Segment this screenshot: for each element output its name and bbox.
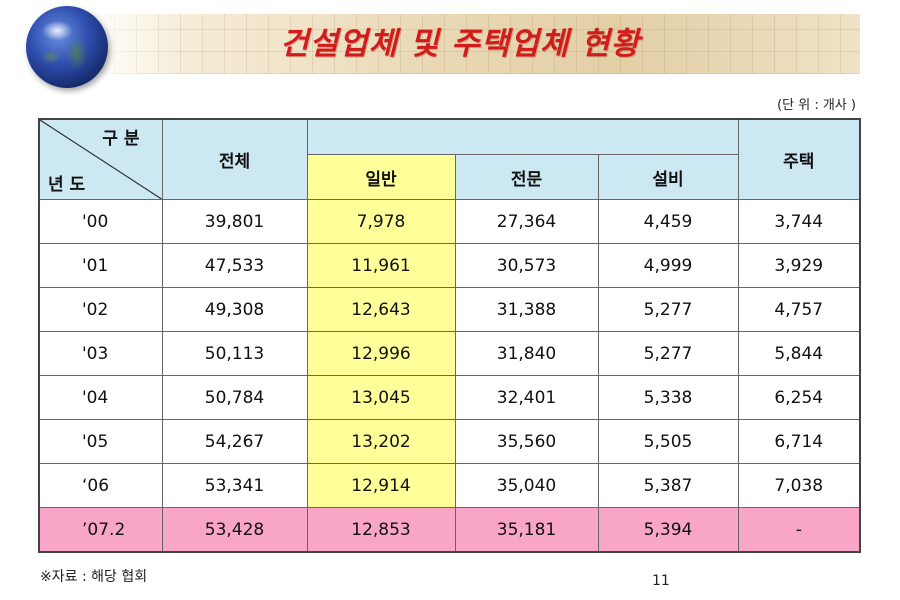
housing-cell: 3,744 <box>737 199 861 244</box>
total-cell: 50,784 <box>161 375 308 420</box>
statistics-table: 구 분 년 도 전체 주택 일반 전문 설비 '00 39,801 7,978 … <box>38 118 862 553</box>
corner-header-cell: 구 분 년 도 <box>38 118 163 200</box>
facility-cell: 4,999 <box>597 243 739 288</box>
total-cell: 39,801 <box>161 199 308 244</box>
housing-cell: 3,929 <box>737 243 861 288</box>
page-number: 11 <box>652 573 670 589</box>
header-specialty: 전문 <box>454 154 599 200</box>
year-cell: '05 <box>38 419 163 464</box>
table-row: '01 47,533 11,961 30,573 4,999 3,929 <box>38 243 861 288</box>
housing-cell: 6,714 <box>737 419 861 464</box>
table-row: '03 50,113 12,996 31,840 5,277 5,844 <box>38 331 861 376</box>
total-cell: 53,428 <box>161 507 308 553</box>
specialty-cell: 35,040 <box>454 463 599 508</box>
facility-cell: 5,277 <box>597 287 739 332</box>
total-cell: 50,113 <box>161 331 308 376</box>
general-cell: 12,643 <box>306 287 456 332</box>
table-row: '05 54,267 13,202 35,560 5,505 6,714 <box>38 419 861 464</box>
housing-cell: 6,254 <box>737 375 861 420</box>
table-row: ‘06 53,341 12,914 35,040 5,387 7,038 <box>38 463 861 508</box>
total-cell: 47,533 <box>161 243 308 288</box>
general-cell: 7,978 <box>306 199 456 244</box>
specialty-cell: 32,401 <box>454 375 599 420</box>
total-cell: 54,267 <box>161 419 308 464</box>
year-cell: ’07.2 <box>38 507 163 553</box>
specialty-cell: 35,560 <box>454 419 599 464</box>
header-general: 일반 <box>306 154 456 200</box>
year-cell: '01 <box>38 243 163 288</box>
year-cell: '02 <box>38 287 163 332</box>
general-cell: 12,996 <box>306 331 456 376</box>
general-cell: 13,045 <box>306 375 456 420</box>
header-total: 전체 <box>161 118 308 200</box>
total-cell: 53,341 <box>161 463 308 508</box>
table-row: '02 49,308 12,643 31,388 5,277 4,757 <box>38 287 861 332</box>
table-row: '00 39,801 7,978 27,364 4,459 3,744 <box>38 199 861 244</box>
header-group-blank <box>306 118 739 155</box>
year-cell: '04 <box>38 375 163 420</box>
year-cell: '00 <box>38 199 163 244</box>
corner-label-year: 년 도 <box>48 175 86 195</box>
header-housing: 주택 <box>737 118 861 200</box>
specialty-cell: 31,388 <box>454 287 599 332</box>
year-cell: '03 <box>38 331 163 376</box>
specialty-cell: 31,840 <box>454 331 599 376</box>
header-facility: 설비 <box>597 154 739 200</box>
facility-cell: 5,277 <box>597 331 739 376</box>
globe-icon <box>26 6 108 88</box>
housing-cell: - <box>737 507 861 553</box>
page-title: 건설업체 및 주택업체 현황 <box>280 26 641 62</box>
housing-cell: 5,844 <box>737 331 861 376</box>
housing-cell: 4,757 <box>737 287 861 332</box>
table-row-latest: ’07.2 53,428 12,853 35,181 5,394 - <box>38 507 861 553</box>
title-banner <box>70 14 860 74</box>
facility-cell: 5,505 <box>597 419 739 464</box>
unit-note: (단 위 : 개사 ) <box>777 98 856 113</box>
facility-cell: 5,394 <box>597 507 739 553</box>
corner-label-category: 구 분 <box>102 129 140 149</box>
facility-cell: 4,459 <box>597 199 739 244</box>
total-cell: 49,308 <box>161 287 308 332</box>
general-cell: 11,961 <box>306 243 456 288</box>
specialty-cell: 27,364 <box>454 199 599 244</box>
general-cell: 13,202 <box>306 419 456 464</box>
year-cell: ‘06 <box>38 463 163 508</box>
general-cell: 12,853 <box>306 507 456 553</box>
facility-cell: 5,387 <box>597 463 739 508</box>
table-row: '04 50,784 13,045 32,401 5,338 6,254 <box>38 375 861 420</box>
diagonal-divider <box>40 120 162 199</box>
source-note: ※자료 : 해당 협회 <box>40 569 148 585</box>
facility-cell: 5,338 <box>597 375 739 420</box>
specialty-cell: 30,573 <box>454 243 599 288</box>
general-cell: 12,914 <box>306 463 456 508</box>
specialty-cell: 35,181 <box>454 507 599 553</box>
housing-cell: 7,038 <box>737 463 861 508</box>
